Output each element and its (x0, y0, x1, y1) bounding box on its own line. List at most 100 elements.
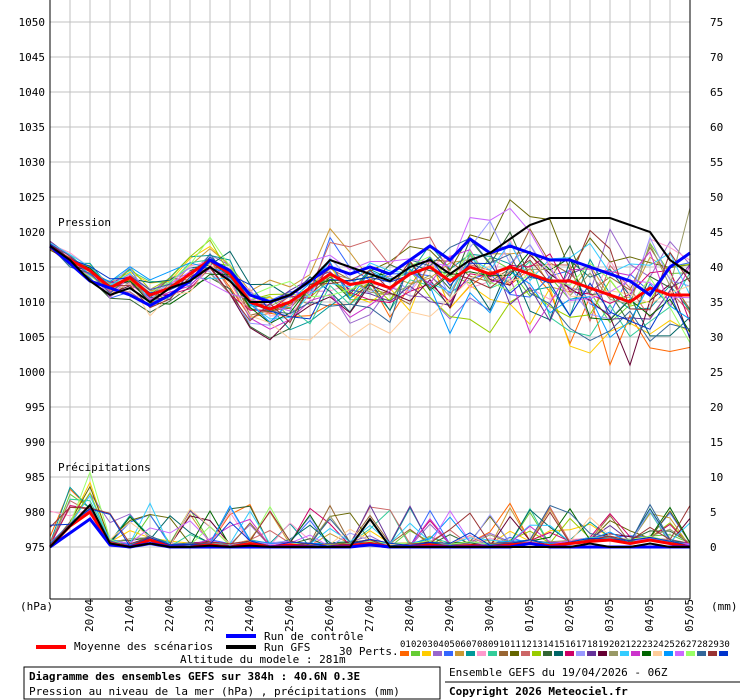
pert-legend-id: 19 (598, 640, 609, 650)
pressure-label: Pression (58, 216, 111, 229)
left-tick-label: 1035 (19, 121, 46, 134)
pert-legend-id: 05 (444, 640, 455, 650)
right-tick-label: 45 (710, 226, 723, 239)
right-tick-label: 60 (710, 121, 723, 134)
x-tick-label: 23/04 (203, 599, 216, 632)
x-tick-label: 26/04 (323, 599, 336, 632)
right-tick-label: 30 (710, 331, 723, 344)
pert-legend-swatch (719, 651, 728, 656)
x-tick-label: 03/05 (603, 599, 616, 632)
pert-legend-swatch (400, 651, 409, 656)
left-tick-label: 1005 (19, 331, 46, 344)
pert-legend-id: 27 (686, 640, 697, 650)
pert-legend-id: 16 (565, 640, 576, 650)
pert-legend-swatch (598, 651, 607, 656)
right-tick-label: 75 (710, 16, 723, 29)
pert-legend-id: 10 (499, 640, 510, 650)
x-tick-label: 02/05 (563, 599, 576, 632)
right-tick-label: 35 (710, 296, 723, 309)
pert-legend-swatch (521, 651, 530, 656)
pert-legend-swatch (653, 651, 662, 656)
pert-legend-id: 09 (488, 640, 499, 650)
pert-legend-id: 08 (477, 640, 488, 650)
pert-legend: 01 02 03 04 05 06 07 08 09 10 11 12 13 14 15 16 17 18 19 20… (400, 640, 730, 656)
x-tick-label: 27/04 (363, 599, 376, 632)
pert-legend-id: 24 (653, 640, 664, 650)
pert-legend-swatch (631, 651, 640, 656)
left-tick-label: 1025 (19, 191, 46, 204)
perturbation-lines (49, 199, 691, 548)
legend-mean: Moyenne des scénarios (74, 640, 213, 653)
pert-legend-swatch (587, 651, 596, 656)
pert-legend-id: 26 (675, 640, 686, 650)
pert-legend-swatch (554, 651, 563, 656)
legend-gfs: Run GFS (264, 641, 310, 654)
pressure-mean-line (49, 244, 690, 311)
legend-control: Run de contrôle (264, 630, 363, 643)
pert-legend-id: 06 (455, 640, 466, 650)
legend-mean-swatch (36, 645, 66, 649)
left-tick-label: 995 (25, 401, 45, 414)
pert-legend-swatch (510, 651, 519, 656)
pert-legend-swatch (543, 651, 552, 656)
pert-legend-id: 02 (411, 640, 422, 650)
pert-pressure-line (49, 236, 691, 323)
pert-legend-id: 23 (642, 640, 653, 650)
left-tick-label: 1000 (19, 366, 46, 379)
pert-legend-id: 07 (466, 640, 477, 650)
right-tick-label: 50 (710, 191, 723, 204)
pert-legend-swatch (664, 651, 673, 656)
precip-gfs-line (49, 503, 690, 549)
pert-legend-swatch (609, 651, 618, 656)
pert-legend-swatch (532, 651, 541, 656)
x-tick-label: 04/05 (643, 599, 656, 632)
copyright: Copyright 2026 Meteociel.fr (449, 685, 628, 698)
pert-legend-id: 30 (719, 640, 730, 650)
left-tick-label: 975 (25, 541, 45, 554)
pert-legend-swatch (675, 651, 684, 656)
x-tick-label: 28/04 (403, 599, 416, 632)
x-tick-label: 01/05 (523, 599, 536, 632)
right-tick-label: 20 (710, 401, 723, 414)
pert-legend-swatch (620, 651, 629, 656)
left-unit: (hPa) (20, 600, 53, 613)
right-tick-label: 65 (710, 86, 723, 99)
pert-legend-swatch (642, 651, 651, 656)
run-info: Ensemble GEFS du 19/04/2026 - 06Z (449, 666, 668, 679)
x-tick-label: 29/04 (443, 599, 456, 632)
right-tick-label: 70 (710, 51, 723, 64)
right-tick-label: 5 (710, 506, 717, 519)
left-tick-label: 1010 (19, 296, 46, 309)
pert-precip-line (49, 494, 691, 548)
pert-legend-swatch (466, 651, 475, 656)
pert-legend-swatch (477, 651, 486, 656)
right-unit: (mm) (711, 600, 738, 613)
pert-legend-swatch (488, 651, 497, 656)
legend-perts: 30 Perts. (339, 645, 399, 658)
legend-control-swatch (226, 634, 256, 638)
pert-legend-swatch (422, 651, 431, 656)
pert-legend-swatch (708, 651, 717, 656)
pert-pressure-line (49, 207, 691, 307)
pert-pressure-line (49, 237, 691, 343)
pert-pressure-line (49, 248, 691, 341)
altitude-text: Altitude du modele : 281m (180, 653, 346, 666)
pert-legend-id: 25 (664, 640, 675, 650)
pert-legend-swatch (433, 651, 442, 656)
x-tick-label: 20/04 (83, 599, 96, 632)
pert-legend-swatch (697, 651, 706, 656)
main-series (48, 217, 691, 549)
title-box (23, 666, 441, 700)
pert-legend-swatch (411, 651, 420, 656)
right-tick-label: 15 (710, 436, 723, 449)
pert-legend-swatch (499, 651, 508, 656)
left-tick-label: 1015 (19, 261, 46, 274)
left-tick-label: 1045 (19, 51, 46, 64)
pert-legend-swatch (565, 651, 574, 656)
left-tick-label: 1030 (19, 156, 46, 169)
x-tick-label: 30/04 (483, 599, 496, 632)
pert-legend-id: 13 (532, 640, 543, 650)
pert-legend-id: 21 (620, 640, 631, 650)
pert-legend-swatch (686, 651, 695, 656)
